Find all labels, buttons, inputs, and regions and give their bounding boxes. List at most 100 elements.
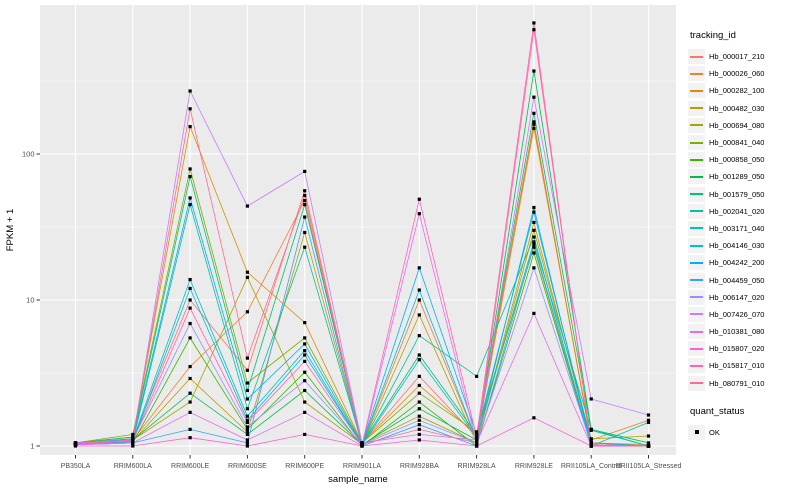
data-point	[303, 388, 307, 393]
data-point	[646, 420, 651, 425]
data-point	[188, 427, 192, 431]
legend-item-Hb_000694_080: Hb_000694_080	[688, 117, 798, 134]
legend-item-Hb_000858_050: Hb_000858_050	[688, 151, 798, 168]
data-point	[245, 407, 249, 411]
data-point	[245, 441, 249, 445]
legend-item-Hb_006147_020: Hb_006147_020	[688, 289, 798, 306]
data-point	[532, 228, 536, 232]
x-axis-title: sample_name	[328, 474, 388, 485]
legend-item-label: Hb_000026_060	[709, 69, 765, 79]
data-point	[532, 235, 536, 239]
data-point	[417, 374, 421, 378]
data-point	[188, 436, 192, 440]
line-swatch-icon	[690, 158, 703, 161]
legend-item-label: Hb_000858_050	[709, 155, 765, 165]
quant-status-title: quant_status	[690, 405, 745, 417]
data-point	[532, 240, 536, 244]
legend-item-label: Hb_000841_040	[709, 138, 765, 148]
legend-title: tracking_id	[690, 30, 736, 41]
data-point	[188, 107, 192, 111]
legend-key-swatch	[688, 186, 705, 202]
legend-item-Hb_004459_050: Hb_004459_050	[688, 271, 798, 288]
data-point	[188, 286, 192, 291]
line-swatch-icon	[690, 72, 703, 75]
data-point	[417, 418, 421, 422]
data-point	[245, 414, 249, 418]
data-point	[475, 430, 479, 434]
data-point	[475, 438, 479, 442]
legend-item-Hb_004146_030: Hb_004146_030	[688, 237, 798, 254]
data-point	[646, 418, 651, 422]
legend-key-swatch	[688, 100, 705, 116]
x-tick-label: RRIM928LE	[515, 463, 553, 470]
data-point	[417, 334, 421, 338]
data-point	[589, 427, 593, 431]
data-point	[532, 120, 536, 124]
line-swatch-icon	[690, 244, 703, 247]
data-point	[303, 230, 307, 235]
legend-item-label: Hb_000017_210	[709, 52, 765, 62]
data-point	[303, 379, 307, 383]
data-point	[475, 432, 479, 437]
data-point	[532, 95, 536, 99]
data-point	[646, 444, 651, 448]
legend-item-label: Hb_004146_030	[709, 241, 765, 251]
data-point	[245, 275, 249, 279]
data-point	[73, 444, 78, 448]
legend-item-label: OK	[709, 427, 720, 437]
legend-item-Hb_007426_070: Hb_007426_070	[688, 306, 798, 323]
legend-key-swatch	[688, 152, 705, 168]
data-point	[245, 427, 249, 431]
x-tick-label: RRIM600PE	[285, 463, 324, 470]
line-swatch-icon	[690, 382, 703, 385]
legend-key-swatch	[688, 135, 705, 151]
legend-key-swatch	[688, 66, 705, 82]
data-point	[417, 298, 421, 302]
line-swatch-icon	[690, 175, 703, 178]
y-axis-title: FPKM + 1	[5, 209, 16, 252]
legend-item-Hb_004242_200: Hb_004242_200	[688, 254, 798, 271]
data-point	[188, 125, 192, 129]
data-point	[188, 203, 192, 207]
data-point	[417, 407, 421, 411]
data-point	[532, 416, 536, 420]
legend-item-label: Hb_003171_040	[709, 223, 765, 233]
data-point	[245, 270, 249, 274]
data-point	[417, 438, 421, 442]
legend-key-swatch	[688, 375, 705, 391]
data-point	[532, 220, 536, 225]
plot-panel	[40, 5, 676, 455]
legend-item-label: Hb_015807_020	[709, 344, 765, 354]
legend-item-label: Hb_080791_010	[709, 378, 765, 388]
data-point	[532, 245, 536, 249]
data-point	[417, 212, 421, 216]
legend-key-swatch	[688, 117, 705, 133]
data-point	[245, 444, 249, 448]
line-swatch-icon	[690, 347, 703, 350]
legend-key-swatch	[688, 324, 705, 340]
data-point	[245, 438, 249, 442]
line-swatch-icon	[690, 141, 703, 144]
legend-item-Hb_000026_060: Hb_000026_060	[688, 65, 798, 82]
y-tick-label: 10	[26, 296, 34, 305]
data-point	[245, 430, 249, 434]
legend-item-label: Hb_006147_020	[709, 292, 765, 302]
data-point	[131, 441, 135, 445]
data-point	[73, 441, 78, 446]
data-point	[646, 413, 651, 417]
data-point	[417, 353, 421, 357]
data-point	[589, 397, 593, 401]
data-point	[188, 376, 192, 381]
line-swatch-icon	[690, 89, 703, 92]
data-point	[646, 441, 651, 445]
legend-item-Hb_010381_080: Hb_010381_080	[688, 323, 798, 340]
data-point	[417, 288, 421, 292]
data-point	[475, 435, 479, 439]
legend-item-label: Hb_001289_050	[709, 172, 765, 182]
x-tick-label: PB350LA	[61, 463, 91, 470]
legend-key-swatch	[688, 341, 705, 357]
data-point	[532, 21, 536, 25]
ok-point-key	[688, 424, 705, 440]
data-point	[532, 266, 536, 270]
